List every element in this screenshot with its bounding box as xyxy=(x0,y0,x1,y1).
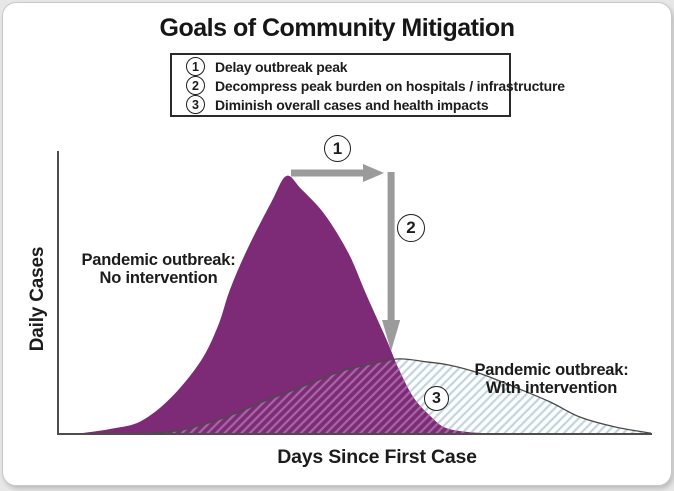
no-intervention-curve-area xyxy=(75,175,509,434)
legend-item-delay-peak: 1 Delay outbreak peak xyxy=(186,57,509,76)
page-title: Goals of Community Mitigation xyxy=(159,14,515,42)
with-intervention-label: Pandemic outbreak: With intervention xyxy=(449,361,654,397)
legend-label-2: Decompress peak burden on hospitals / in… xyxy=(215,77,565,94)
no-intervention-label: Pandemic outbreak: No intervention xyxy=(56,251,261,287)
overlap-hatch-area xyxy=(146,358,509,434)
legend-label-3: Diminish overall cases and health impact… xyxy=(215,96,489,113)
delay-peak-arrow xyxy=(291,164,384,182)
legend-number-2-icon: 2 xyxy=(186,76,205,95)
y-axis-label: Daily Cases xyxy=(27,246,48,352)
goal-2-marker: 2 xyxy=(397,214,425,242)
legend-number-3-icon: 3 xyxy=(186,95,205,114)
with-intervention-label-line1: Pandemic outbreak: xyxy=(474,361,629,379)
legend-number-1-icon: 1 xyxy=(186,57,205,76)
x-axis-label: Days Since First Case xyxy=(277,446,477,468)
legend-label-1: Delay outbreak peak xyxy=(215,58,348,75)
no-intervention-label-line2: No intervention xyxy=(99,269,218,287)
goal-1-marker: 1 xyxy=(324,135,351,162)
legend-item-decompress-burden: 2 Decompress peak burden on hospitals / … xyxy=(186,76,565,95)
no-intervention-label-line1: Pandemic outbreak: xyxy=(81,251,236,269)
with-intervention-label-line2: With intervention xyxy=(485,379,618,397)
with-intervention-curve-outline xyxy=(146,358,652,435)
goal-3-marker: 3 xyxy=(424,386,449,411)
goals-legend: 1 Delay outbreak peak 2 Decompress peak … xyxy=(170,53,565,117)
decompress-peak-arrow xyxy=(382,172,401,351)
legend-item-diminish-cases: 3 Diminish overall cases and health impa… xyxy=(186,95,509,114)
axes xyxy=(57,151,652,435)
